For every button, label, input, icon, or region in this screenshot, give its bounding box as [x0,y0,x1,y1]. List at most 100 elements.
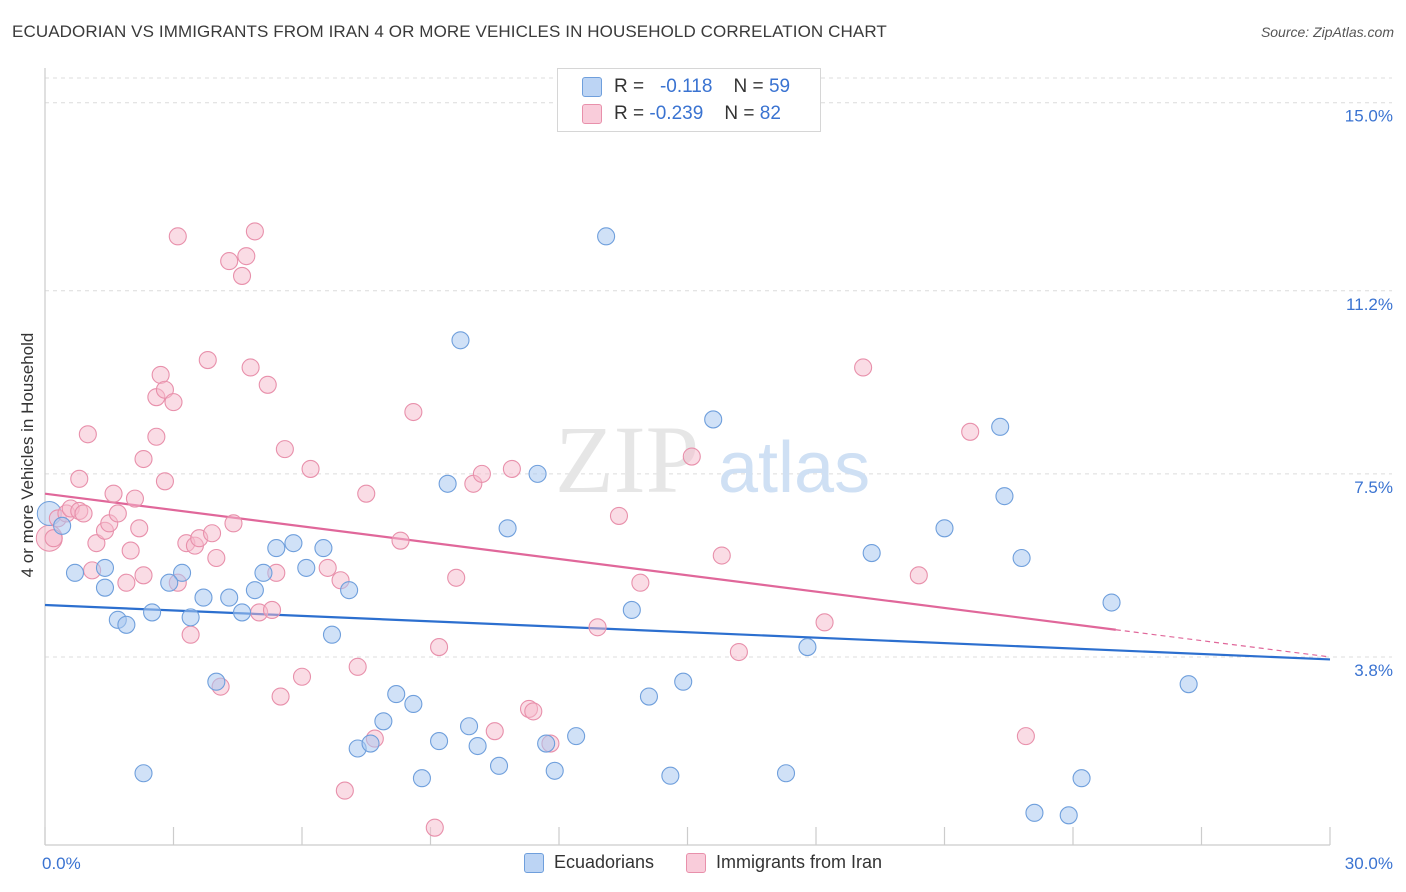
data-point-iran [245,222,264,241]
trend-line-iran [44,492,1116,631]
legend-n-value: 82 [759,103,781,124]
data-point-iran [181,625,200,644]
data-point-ecuadorians [65,563,85,582]
data-point-ecuadorians [1102,593,1121,612]
legend-r-label: R = [614,76,645,97]
data-point-ecuadorians [160,573,179,592]
legend-row-iran: R = -0.239 N = 82 [582,102,781,126]
chart-title: ECUADORIAN VS IMMIGRANTS FROM IRAN 4 OR … [12,22,887,41]
data-point-ecuadorians [991,417,1010,436]
data-point-ecuadorians [935,519,954,538]
data-point-iran [275,440,294,459]
data-point-ecuadorians [498,519,517,538]
data-point-ecuadorians [207,672,226,691]
source-label: Source: ZipAtlas.com [1260,24,1394,40]
data-point-iran [609,506,629,525]
legend-item-ecuadorians: Ecuadorians [523,852,654,873]
data-point-iran [712,546,731,565]
data-point-iran [631,573,650,592]
legend-swatch-ecuadorians [523,852,544,873]
data-point-ecuadorians [661,766,680,785]
data-point-ecuadorians [134,764,153,783]
tick-labels: 3.8% 7.5% 11.2% 15.0% 0.0% 30.0% [42,107,1393,873]
legend-label-iran: Immigrants from Iran [716,852,883,872]
data-point-iran [1016,727,1035,746]
legend-r-value: -0.239 [649,103,704,124]
data-point-ecuadorians [374,712,393,731]
data-point-iran [292,667,312,686]
data-point-iran [207,548,226,568]
data-point-ecuadorians [314,539,333,558]
data-point-ecuadorians [862,543,881,563]
data-point-ecuadorians [1012,548,1031,568]
data-point-iran [134,449,153,469]
data-point-iran [104,484,123,503]
data-point-iran [155,380,174,399]
data-point-iran [348,657,367,676]
data-point-ecuadorians [194,588,213,607]
data-point-iran [335,781,354,800]
data-point-ecuadorians [143,603,162,622]
data-point-iran [729,642,748,662]
data-point-ecuadorians [674,672,693,691]
watermark: ZIP atlas [555,406,870,513]
data-point-ecuadorians [798,638,817,657]
data-point-iran [168,227,187,246]
legend-swatch-ecuadorians [582,77,602,97]
data-point-iran [117,573,136,592]
data-point-iran [485,722,504,741]
data-point-iran [70,469,89,488]
data-point-iran [237,247,256,266]
data-point-iran [44,529,63,548]
data-point-iran [502,459,521,478]
data-point-ecuadorians [597,227,616,246]
data-point-iran [108,504,127,523]
data-point-iran [164,393,183,412]
data-point-iran [961,422,980,441]
data-point-ecuadorians [545,761,564,780]
data-point-ecuadorians [404,694,423,714]
y-tick-label: 15.0% [1345,107,1393,126]
trend-line-iran-extension [1115,629,1331,658]
data-point-ecuadorians [438,474,457,493]
data-point-ecuadorians [95,558,115,577]
data-point-ecuadorians [468,736,487,756]
data-point-ecuadorians [361,734,380,753]
legend-row-ecuadorians: R = -0.118 N = 59 [582,75,790,99]
data-point-iran [78,425,97,444]
x-tick-label: 30.0% [1345,854,1393,873]
data-point-iran [74,504,93,523]
data-point-ecuadorians [451,331,470,350]
data-point-iran [232,266,252,285]
legend-n-value: 59 [768,76,791,97]
legend-r-label: R = [614,103,645,124]
legend-n-label: N = [733,76,764,97]
data-point-iran [391,531,410,550]
data-point-iran [588,618,607,637]
data-point-ecuadorians [387,685,406,704]
data-point-ecuadorians [95,578,115,597]
data-point-iran [130,519,149,538]
data-point-ecuadorians [776,764,796,783]
data-point-ecuadorians [267,539,286,558]
data-point-ecuadorians [53,516,72,535]
data-point-iran [318,558,337,577]
data-point-iran [155,472,174,491]
data-point-iran [447,568,466,587]
data-point-iran [147,427,166,446]
data-point-ecuadorians [412,769,431,788]
legend-swatch-iran [686,852,707,873]
data-point-ecuadorians [254,563,273,582]
y-tick-label: 11.2% [1346,295,1393,314]
data-point-ecuadorians [297,558,316,577]
data-point-ecuadorians [528,464,547,483]
legend-n-label: N = [724,103,755,124]
data-point-iran [854,358,873,377]
data-point-ecuadorians [340,581,359,600]
data-point-iran [425,818,444,837]
data-point-iran [258,375,277,394]
data-point-iran [301,459,320,478]
legend-item-iran: Immigrants from Iran [686,852,882,873]
data-point-iran [472,464,491,483]
